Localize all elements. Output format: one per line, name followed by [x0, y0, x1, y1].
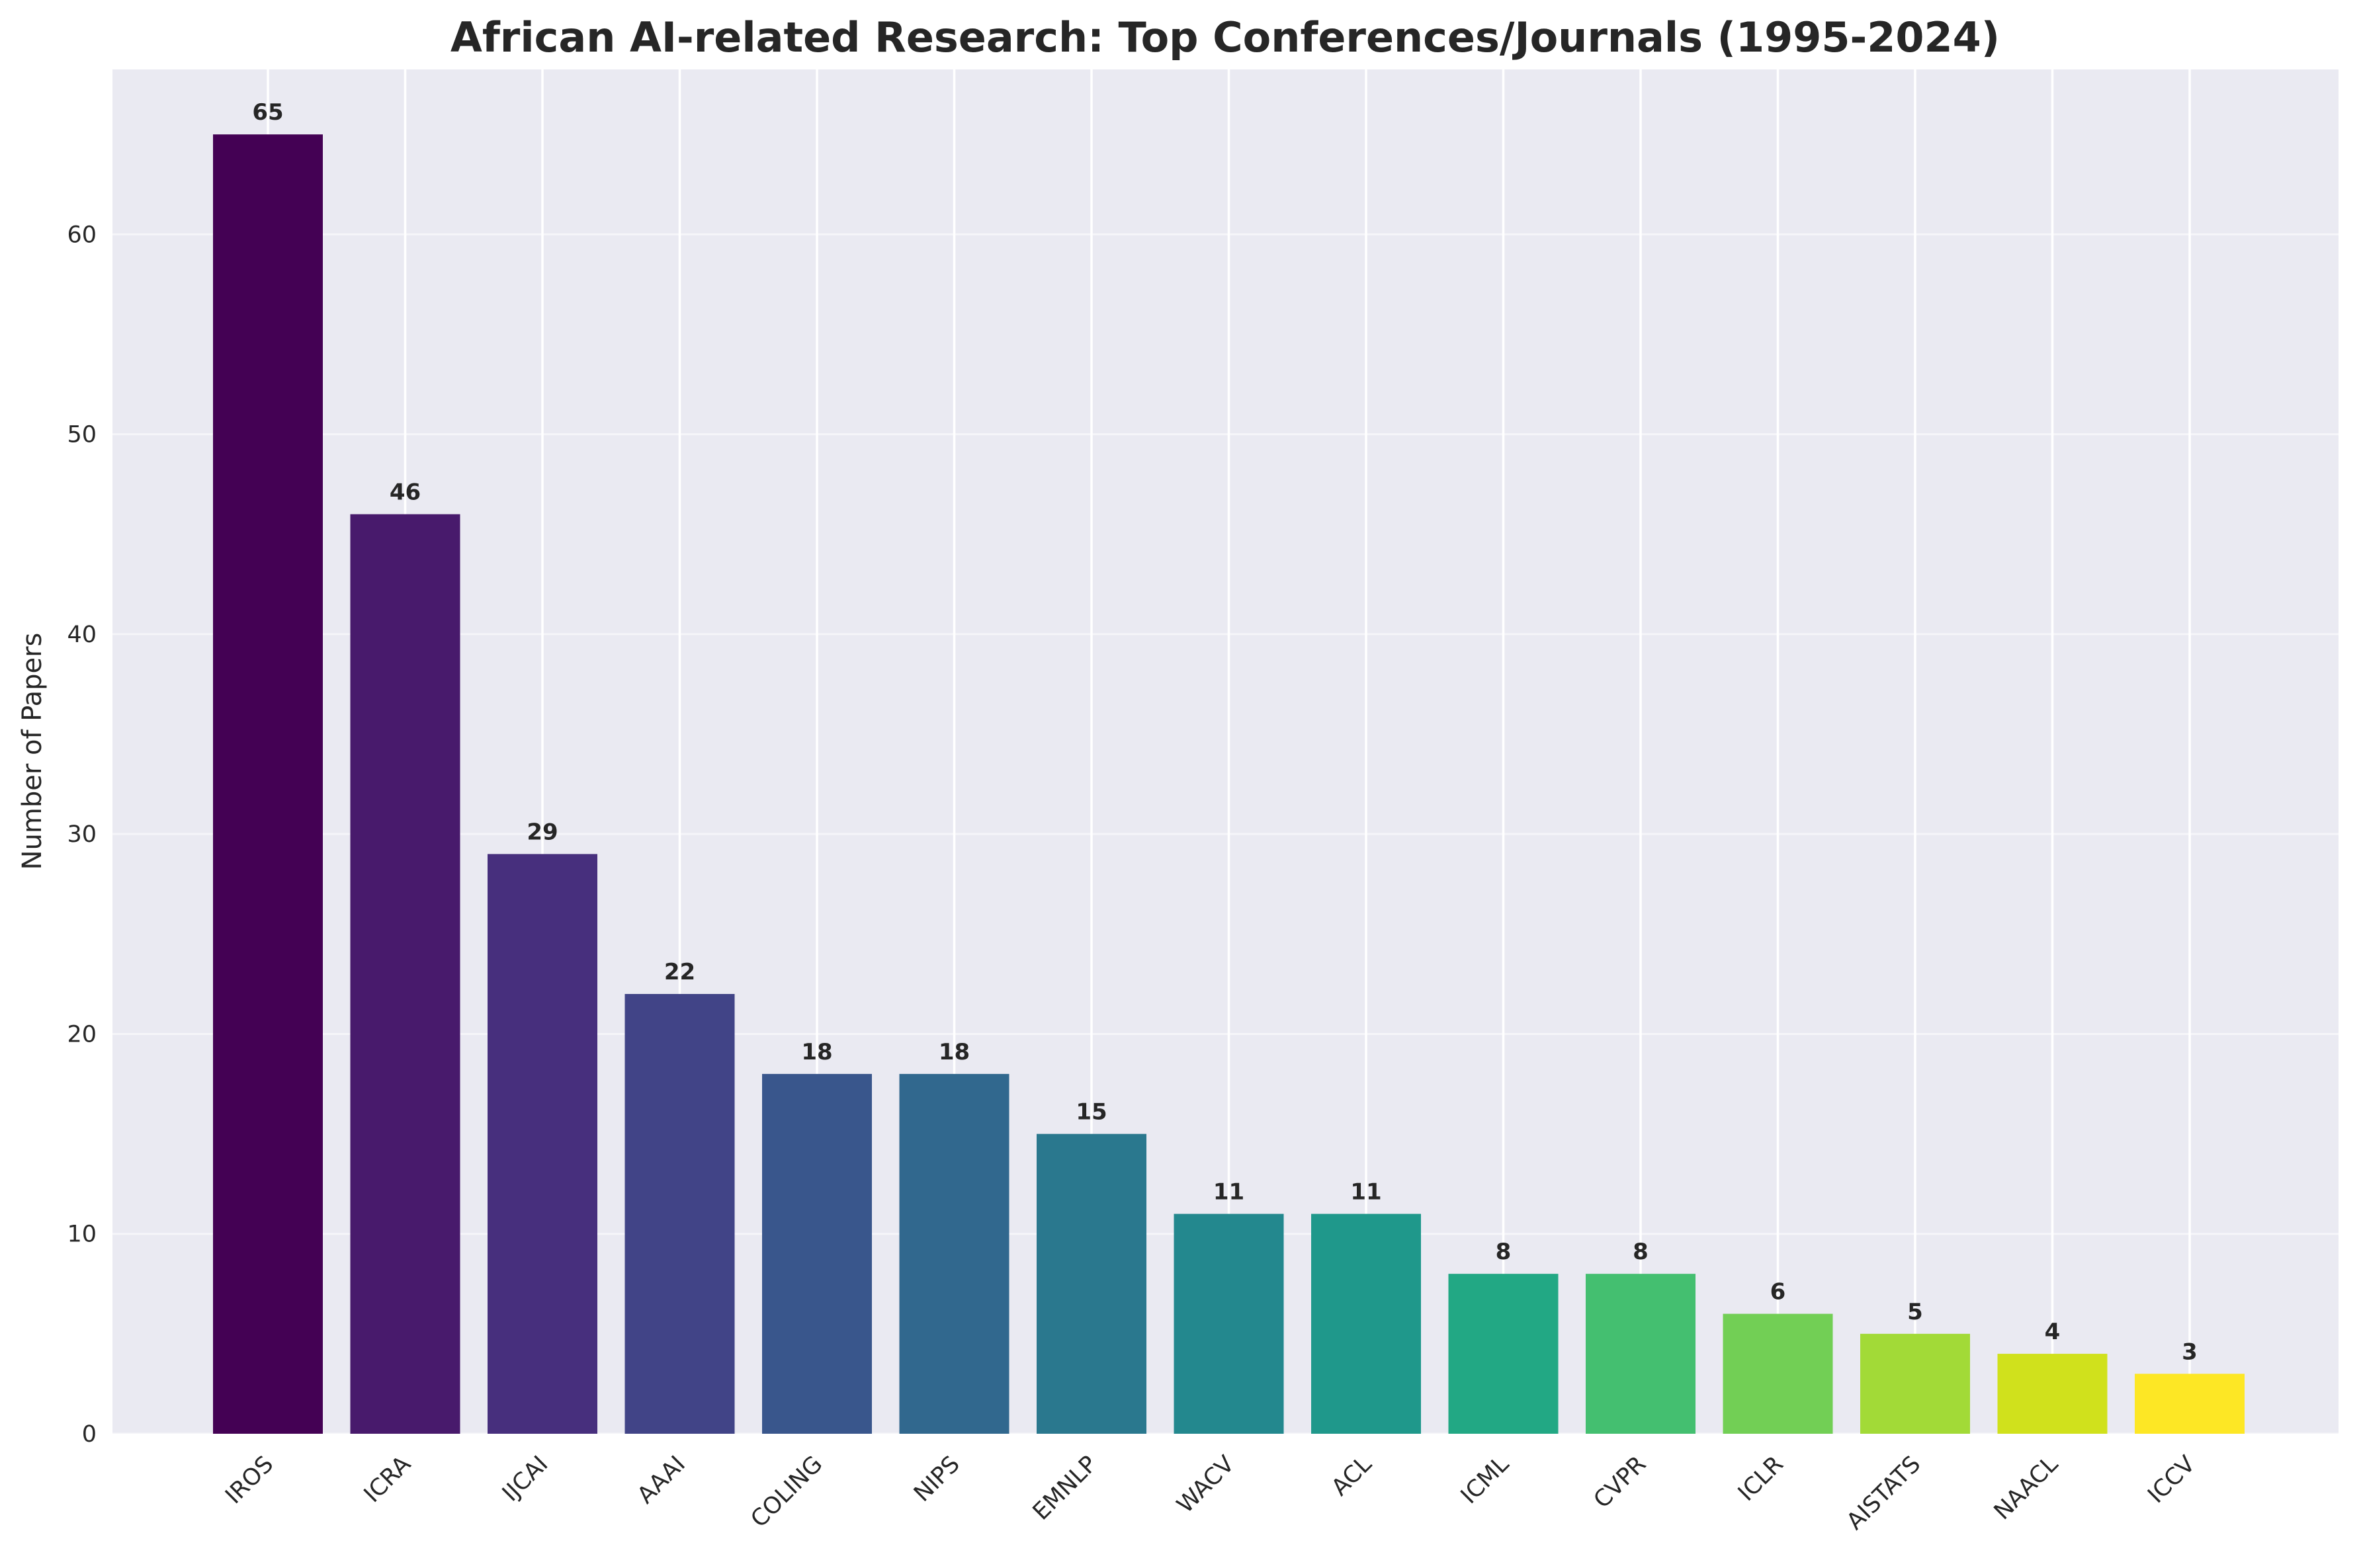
bar-value-label: 11 — [1350, 1179, 1381, 1206]
y-tick-label: 40 — [67, 622, 97, 648]
y-tick-label: 10 — [67, 1221, 97, 1248]
bar-iccv — [2135, 1374, 2245, 1434]
x-tick-label: AISTATS — [1842, 1451, 1926, 1535]
y-tick-label: 0 — [82, 1421, 97, 1448]
bar-iclr — [1723, 1313, 1833, 1434]
y-tick-label: 60 — [67, 222, 97, 248]
y-tick-label: 30 — [67, 821, 97, 848]
x-tick-label: ICLR — [1733, 1451, 1789, 1506]
x-tick-label: ICRA — [359, 1451, 416, 1508]
bar-value-label: 18 — [801, 1039, 832, 1065]
x-tick-label: EMNLP — [1028, 1451, 1103, 1526]
bar-ijcai — [488, 854, 597, 1434]
bar-iros — [213, 134, 323, 1434]
plot-background — [112, 69, 2339, 1434]
bar-value-label: 3 — [2182, 1339, 2198, 1365]
y-tick-label: 20 — [67, 1021, 97, 1048]
x-tick-label: ACL — [1327, 1451, 1377, 1501]
bar-emnlp — [1037, 1134, 1146, 1434]
bar-value-label: 8 — [1633, 1239, 1649, 1265]
bar-aaai — [624, 994, 735, 1434]
bar-value-label: 4 — [2045, 1319, 2061, 1345]
bar-value-label: 5 — [1907, 1299, 1923, 1325]
x-tick-labels: IROS ICRA IJCAI AAAI COLING NIPS EMNLP WACV ACL I… — [220, 1451, 2200, 1536]
x-tick-label: NIPS — [909, 1451, 965, 1507]
bar-cvpr — [1586, 1274, 1696, 1434]
bar-acl — [1311, 1214, 1421, 1434]
bars — [213, 134, 2245, 1434]
x-tick-label: WACV — [1172, 1451, 1240, 1518]
bar-value-label: 65 — [252, 99, 283, 126]
x-tick-label: ICML — [1456, 1451, 1514, 1509]
x-tick-label: IROS — [220, 1451, 279, 1509]
x-tick-label: CVPR — [1589, 1451, 1652, 1514]
y-axis-label: Number of Papers — [17, 633, 48, 870]
bar-naacl — [1997, 1354, 2108, 1434]
chart-title: African AI-related Research: Top Confere… — [451, 13, 2000, 62]
bar-icra — [350, 514, 460, 1434]
x-tick-label: COLING — [746, 1451, 828, 1533]
bar-icml — [1448, 1274, 1559, 1434]
bar-value-label: 15 — [1076, 1099, 1107, 1126]
bar-value-label: 46 — [390, 479, 421, 506]
bar-value-label: 29 — [527, 819, 558, 845]
bar-wacv — [1174, 1214, 1284, 1434]
bar-coling — [762, 1073, 872, 1434]
y-tick-label: 50 — [67, 422, 97, 448]
bar-value-label: 8 — [1496, 1239, 1512, 1265]
bar-aistats — [1860, 1333, 1970, 1434]
bar-value-label: 18 — [939, 1039, 970, 1065]
bar-nips — [899, 1073, 1009, 1434]
bar-value-label: 6 — [1770, 1279, 1786, 1305]
y-tick-labels: 0 10 20 30 40 50 60 — [67, 222, 97, 1448]
x-tick-label: IJCAI — [497, 1451, 553, 1506]
x-tick-label: AAAI — [632, 1451, 691, 1509]
x-tick-label: NAACL — [1989, 1451, 2063, 1525]
bar-value-label: 11 — [1213, 1179, 1244, 1206]
x-tick-label: ICCV — [2143, 1451, 2200, 1508]
bar-value-label: 22 — [664, 959, 695, 985]
